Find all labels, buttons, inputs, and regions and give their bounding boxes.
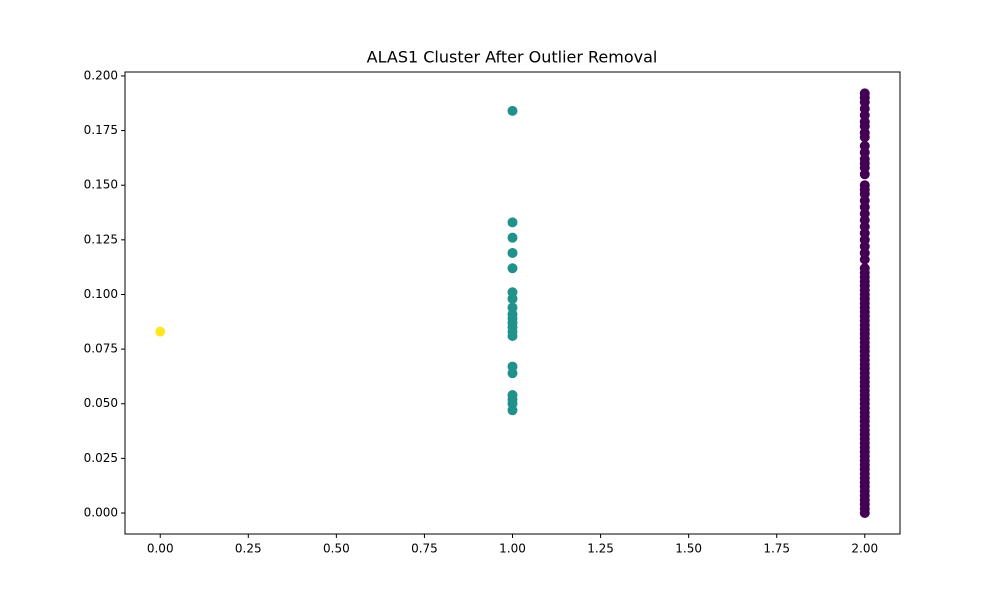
y-tick-label: 0.125: [84, 232, 118, 246]
point: [507, 293, 518, 304]
x-tick-label: 1.00: [499, 542, 526, 556]
y-tick-label: 0.075: [84, 342, 118, 356]
x-tick-label: 2.00: [851, 542, 878, 556]
point: [155, 326, 166, 337]
point: [507, 405, 518, 416]
x-tick-label: 0.00: [147, 542, 174, 556]
y-tick-label: 0.175: [84, 123, 118, 137]
point: [507, 217, 518, 228]
y-tick-label: 0.000: [84, 506, 118, 520]
y-tick-label: 0.150: [84, 178, 118, 192]
point: [507, 232, 518, 243]
y-tick-label: 0.200: [84, 68, 118, 82]
point: [507, 105, 518, 116]
point: [507, 368, 518, 379]
chart-title: ALAS1 Cluster After Outlier Removal: [367, 48, 658, 67]
point: [507, 331, 518, 341]
x-tick-label: 1.25: [587, 542, 614, 556]
y-tick-label: 0.050: [84, 396, 118, 410]
point: [507, 247, 518, 258]
point: [507, 263, 518, 274]
x-tick-label: 0.25: [235, 542, 262, 556]
x-tick-label: 0.50: [323, 542, 350, 556]
x-tick-label: 0.75: [411, 542, 438, 556]
point: [859, 132, 870, 143]
point: [859, 254, 870, 265]
y-tick-label: 0.100: [84, 287, 118, 301]
x-tick-label: 1.75: [763, 542, 790, 556]
point: [859, 169, 870, 180]
x-tick-label: 1.50: [675, 542, 702, 556]
y-tick-label: 0.025: [84, 451, 118, 465]
point: [859, 508, 870, 519]
plot-frame: [124, 71, 901, 535]
